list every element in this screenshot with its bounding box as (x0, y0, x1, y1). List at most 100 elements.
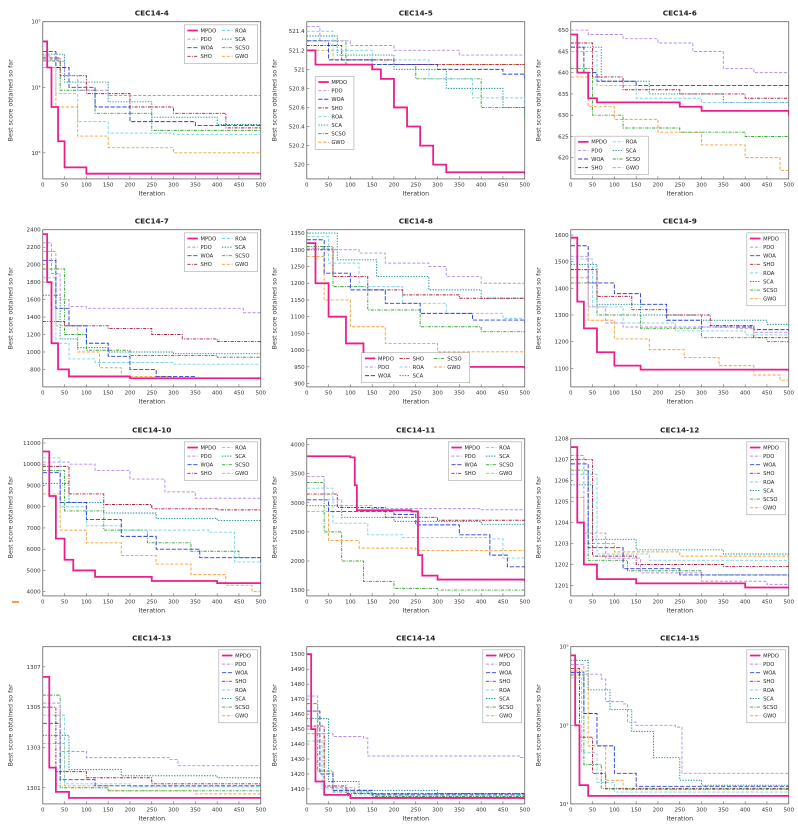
x-tick-label: 350 (454, 182, 465, 188)
series-mpdo (306, 653, 525, 800)
x-tick-label: 350 (718, 599, 729, 605)
series-mpdo (42, 450, 261, 585)
x-tick-label: 400 (212, 391, 223, 397)
x-tick-label: 400 (476, 807, 487, 813)
x-tick-label: 500 (519, 391, 530, 397)
x-tick-label: 100 (81, 807, 92, 813)
y-tick-label: 1201 (555, 583, 570, 589)
series-woa (570, 46, 789, 86)
x-tick-label: 250 (674, 807, 685, 813)
axes-cec14-9: 0 50 100 150 200 250 300 350 400 450 500 1100 1200 13… (535, 229, 794, 406)
y-tick-label: 1800 (27, 281, 42, 287)
series-sho (42, 706, 261, 787)
legend-label-roa: ROA (763, 688, 775, 694)
y-tick-label: 2000 (291, 559, 306, 565)
series-group (306, 233, 525, 369)
y-tick-label: 1250 (291, 265, 306, 271)
y-axis-label: Best score obtained so far (271, 476, 278, 558)
x-tick-label: 300 (168, 599, 179, 605)
y-tick-label: 6000 (27, 547, 42, 553)
y-tick-label: 4000 (27, 589, 42, 595)
y-tick-label: 5000 (27, 568, 42, 574)
x-tick-label: 450 (498, 391, 509, 397)
y-tick-label: 10³ (559, 723, 568, 730)
stray-mark (12, 601, 19, 603)
y-tick-label: 1150 (291, 298, 306, 304)
legend-label-woa: WOA (200, 462, 213, 468)
plot-cec14-9: 0 50 100 150 200 250 300 350 400 450 500 1100 1200 13… (535, 217, 794, 406)
y-tick-label: 625 (558, 134, 569, 140)
plot-cec14-8: 0 50 100 150 200 250 300 350 400 450 500 900 950 1000… (271, 217, 530, 406)
x-axis-label: Iteration (402, 816, 429, 823)
legend-label-sho: SHO (235, 679, 246, 685)
legend-label-sho: SHO (413, 357, 424, 363)
x-tick-label: 0 (41, 182, 45, 188)
series-group (306, 653, 525, 800)
legend-cec14-6: MPDO PDO WOA SHO ROA SCA SCSO GWO (574, 135, 649, 175)
series-pdo (42, 242, 261, 314)
legend-label-woa: WOA (763, 462, 776, 468)
x-tick-label: 200 (653, 182, 664, 188)
x-tick-label: 500 (519, 807, 530, 813)
x-tick-label: 200 (125, 599, 136, 605)
legend-label-scso: SCSO (235, 254, 249, 260)
y-tick-label: 1600 (555, 233, 570, 239)
legend-label-gwo: GWO (763, 505, 776, 511)
y-axis-label: Best score obtained so far (271, 684, 278, 766)
legend-label-woa: WOA (763, 254, 776, 260)
axes-cec14-14: 0 50 100 150 200 250 300 350 400 450 500 1410 1420 14… (271, 646, 530, 823)
x-tick-label: 0 (305, 182, 309, 188)
legend-label-scso: SCSO (499, 705, 513, 711)
axes-cec14-8: 0 50 100 150 200 250 300 350 400 450 500 900 950 1000… (271, 229, 530, 406)
x-tick-label: 0 (569, 599, 573, 605)
series-roa (42, 715, 261, 788)
series-sho (306, 45, 525, 70)
legend-label-sho: SHO (200, 471, 211, 477)
legend-label-mpdo: MPDO (200, 445, 216, 451)
series-mpdo (306, 242, 525, 369)
series-group (570, 29, 789, 171)
axes-cec14-7: 0 50 100 150 200 250 300 350 400 450 500 800 1000 120… (7, 228, 266, 406)
x-tick-label: 400 (740, 391, 751, 397)
y-tick-label: 1208 (555, 437, 570, 443)
legend-label-pdo: PDO (200, 454, 211, 460)
x-tick-label: 250 (146, 391, 157, 397)
legend-label-sho: SHO (464, 471, 475, 477)
subplot-cec14-9: 0 50 100 150 200 250 300 350 400 450 500 1100 1200 13… (532, 214, 794, 419)
x-tick-label: 400 (212, 182, 223, 188)
x-tick-label: 400 (740, 599, 751, 605)
legend-label-roa: ROA (626, 140, 638, 146)
series-pdo (570, 454, 789, 586)
x-tick-label: 100 (609, 391, 620, 397)
y-tick-label: 520.4 (289, 125, 305, 131)
series-woa (570, 672, 789, 789)
x-tick-label: 150 (103, 182, 114, 188)
y-tick-label: 9000 (27, 483, 42, 489)
y-axis-label: Best score obtained so far (7, 59, 14, 141)
y-tick-label: 3000 (291, 501, 306, 507)
x-axis-label: Iteration (402, 607, 429, 614)
legend-label-pdo: PDO (464, 454, 475, 460)
legend-label-pdo: PDO (200, 245, 211, 251)
x-tick-label: 500 (255, 599, 266, 605)
x-tick-label: 250 (146, 807, 157, 813)
legend-label-pdo: PDO (331, 89, 342, 95)
x-tick-label: 200 (125, 391, 136, 397)
x-tick-label: 400 (740, 182, 751, 188)
x-tick-label: 150 (103, 391, 114, 397)
y-tick-label: 2000 (27, 263, 42, 269)
x-tick-label: 50 (325, 807, 333, 813)
x-tick-label: 150 (631, 391, 642, 397)
series-pdo (306, 475, 525, 511)
legend-cec14-8: MPDO PDO WOA SHO ROA SCA SCSO GWO (361, 352, 471, 384)
x-tick-label: 50 (589, 599, 597, 605)
x-tick-label: 450 (234, 182, 245, 188)
legend-label-roa: ROA (235, 237, 247, 243)
series-sho (306, 493, 525, 522)
legend-label-sca: SCA (763, 488, 774, 494)
y-tick-label: 1440 (291, 742, 306, 748)
series-sho (42, 321, 261, 344)
x-tick-label: 100 (609, 807, 620, 813)
x-tick-label: 0 (569, 182, 573, 188)
legend-label-sca: SCA (235, 697, 246, 703)
